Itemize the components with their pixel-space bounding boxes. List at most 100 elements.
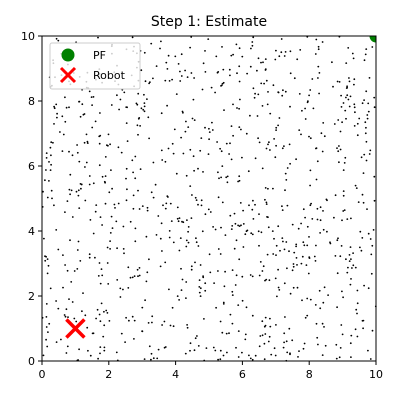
particle-point [268,279,271,282]
particle-point [50,189,53,192]
particle-point [150,42,153,45]
particle-point [77,189,80,192]
particle-point [175,172,178,175]
particle-point [285,179,288,181]
particle-point [201,88,204,91]
particle-point [196,335,198,337]
particle-point [117,146,120,149]
particle-point [263,325,266,328]
particle-point [258,141,261,144]
particle-point [109,143,111,146]
particle-point [271,230,274,233]
particle-point [337,119,340,121]
particle-point [120,151,123,154]
particle-point [167,147,170,150]
particle-point [182,111,184,114]
particle-point [189,46,192,49]
particle-point [329,242,332,245]
particle-point [211,121,213,124]
particle-point [277,225,280,228]
particle-point [44,179,46,182]
particle-point [217,270,219,272]
particle-point [274,58,277,61]
particle-point [346,271,349,274]
particle-point [309,184,311,187]
particle-point [222,68,225,71]
particle-point [362,172,365,175]
particle-point [152,161,155,164]
particle-point [321,41,324,43]
particle-point [319,219,322,222]
particle-point [155,65,158,67]
particle-point [340,106,343,108]
particle-point [127,287,130,289]
particle-point [193,119,196,121]
particle-point [114,207,116,209]
particle-point [182,221,185,224]
particle-point [370,253,373,256]
particle-point [189,349,191,352]
particle-point [204,126,206,129]
particle-point [194,196,197,199]
particle-point [197,167,199,170]
particle-point [202,62,205,65]
particle-point [185,239,188,242]
particle-point [348,254,351,256]
particle-point [278,55,281,58]
particle-point [230,125,233,127]
particle-point [320,132,323,135]
particle-point [249,357,252,360]
particle-point [360,249,363,252]
particle-point [365,90,368,93]
particle-point [164,79,167,82]
particle-point [350,356,352,358]
particle-point [340,94,342,97]
particle-point [103,324,106,327]
particle-point [137,275,139,278]
particle-point [275,129,277,132]
particle-point [364,132,367,135]
particle-point [177,220,180,223]
particle-point [219,320,222,323]
particle-point [87,349,89,352]
particle-point [134,177,137,180]
particle-point [185,120,187,123]
particle-point [254,354,257,357]
particle-point [107,133,110,136]
particle-point [163,346,166,349]
particle-point [100,268,103,270]
particle-point [233,247,236,250]
particle-point [59,131,61,133]
particle-point [85,133,88,136]
particle-point [171,78,174,81]
particle-point [302,208,305,211]
particle-point [334,255,337,257]
particle-point [170,220,173,223]
particle-point [76,151,79,154]
particle-point [235,346,237,349]
particle-point [319,307,322,310]
particle-point [148,258,150,261]
particle-point [340,324,343,326]
particle-point [298,129,301,132]
particle-point [42,354,45,357]
y-tick-label: 6 [28,160,35,173]
particle-point [219,147,222,150]
particle-point [189,148,192,151]
particle-point [150,358,152,361]
particle-point [234,284,237,286]
particle-point [311,78,314,80]
particle-point [117,202,120,205]
particle-point [229,142,231,145]
particle-point [88,253,91,256]
particle-point [172,325,175,328]
particle-point [180,75,183,77]
robot-series [65,318,86,339]
particle-point [77,240,80,243]
particle-point [115,351,118,354]
particle-point [253,96,256,99]
particle-point [70,281,73,283]
particle-point [326,230,328,233]
particle-point [142,108,145,111]
particle-point [344,109,347,112]
